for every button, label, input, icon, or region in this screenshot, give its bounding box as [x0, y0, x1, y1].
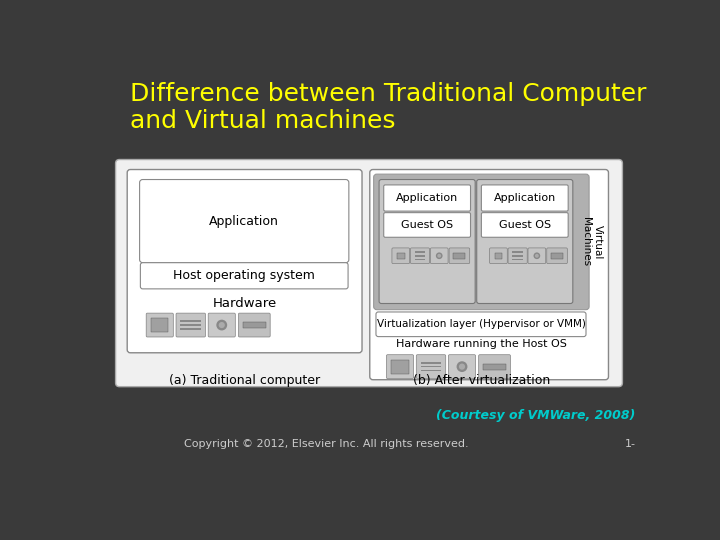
FancyBboxPatch shape [479, 355, 510, 379]
Circle shape [459, 363, 465, 370]
FancyBboxPatch shape [449, 355, 476, 379]
Bar [415, 259, 426, 260]
FancyBboxPatch shape [477, 179, 573, 303]
FancyBboxPatch shape [416, 355, 446, 379]
Bar [420, 366, 441, 367]
FancyBboxPatch shape [146, 313, 174, 337]
FancyBboxPatch shape [208, 313, 235, 337]
FancyBboxPatch shape [140, 179, 349, 262]
FancyBboxPatch shape [238, 313, 270, 337]
Text: Application: Application [396, 193, 458, 203]
FancyBboxPatch shape [546, 248, 567, 264]
Text: Copyright © 2012, Elsevier Inc. All rights reserved.: Copyright © 2012, Elsevier Inc. All righ… [184, 440, 469, 449]
Bar [180, 320, 201, 322]
FancyBboxPatch shape [387, 355, 413, 379]
Text: and Virtual machines: and Virtual machines [130, 110, 396, 133]
Circle shape [456, 361, 467, 372]
Text: 1-: 1- [625, 440, 636, 449]
Circle shape [535, 254, 539, 258]
FancyBboxPatch shape [384, 185, 471, 211]
FancyBboxPatch shape [482, 185, 568, 211]
Bar [420, 370, 441, 372]
Bar [243, 322, 266, 328]
Bar [454, 253, 465, 259]
Text: Virtual
Machines: Virtual Machines [582, 217, 603, 266]
FancyBboxPatch shape [384, 213, 471, 237]
FancyBboxPatch shape [176, 313, 205, 337]
Text: (Courtesy of VMWare, 2008): (Courtesy of VMWare, 2008) [436, 409, 635, 422]
Bar [513, 251, 523, 253]
Bar [495, 253, 503, 259]
Circle shape [436, 252, 443, 259]
Bar [180, 325, 201, 326]
Bar [415, 251, 426, 253]
Bar [551, 253, 563, 259]
Bar [180, 328, 201, 330]
FancyBboxPatch shape [392, 248, 410, 264]
Bar [513, 255, 523, 256]
FancyBboxPatch shape [374, 174, 589, 309]
Text: (a) Traditional computer: (a) Traditional computer [169, 374, 320, 387]
Text: Application: Application [210, 214, 279, 228]
Bar [415, 255, 426, 256]
Bar [151, 318, 168, 332]
FancyBboxPatch shape [379, 179, 475, 303]
Bar [397, 253, 405, 259]
FancyBboxPatch shape [140, 262, 348, 289]
Bar [392, 360, 408, 374]
FancyBboxPatch shape [376, 312, 586, 336]
FancyBboxPatch shape [127, 170, 362, 353]
FancyBboxPatch shape [482, 213, 568, 237]
Circle shape [437, 254, 441, 258]
FancyBboxPatch shape [490, 248, 508, 264]
FancyBboxPatch shape [508, 248, 527, 264]
Text: Difference between Traditional Computer: Difference between Traditional Computer [130, 82, 647, 106]
FancyBboxPatch shape [116, 159, 622, 387]
Text: Hardware: Hardware [212, 297, 276, 310]
FancyBboxPatch shape [528, 248, 546, 264]
FancyBboxPatch shape [370, 170, 608, 380]
Circle shape [216, 320, 228, 330]
Bar [513, 259, 523, 260]
Text: Host operating system: Host operating system [174, 269, 315, 282]
Text: Guest OS: Guest OS [401, 220, 453, 230]
Bar [420, 362, 441, 363]
FancyBboxPatch shape [449, 248, 469, 264]
Text: (b) After virtualization: (b) After virtualization [413, 374, 550, 387]
Bar [483, 363, 506, 370]
FancyBboxPatch shape [431, 248, 448, 264]
FancyBboxPatch shape [410, 248, 430, 264]
Text: Virtualization layer (Hypervisor or VMM): Virtualization layer (Hypervisor or VMM) [377, 319, 585, 329]
Text: Application: Application [494, 193, 556, 203]
Text: Guest OS: Guest OS [499, 220, 551, 230]
Text: Hardware running the Host OS: Hardware running the Host OS [395, 339, 567, 349]
Circle shape [219, 322, 225, 328]
Circle shape [534, 252, 540, 259]
